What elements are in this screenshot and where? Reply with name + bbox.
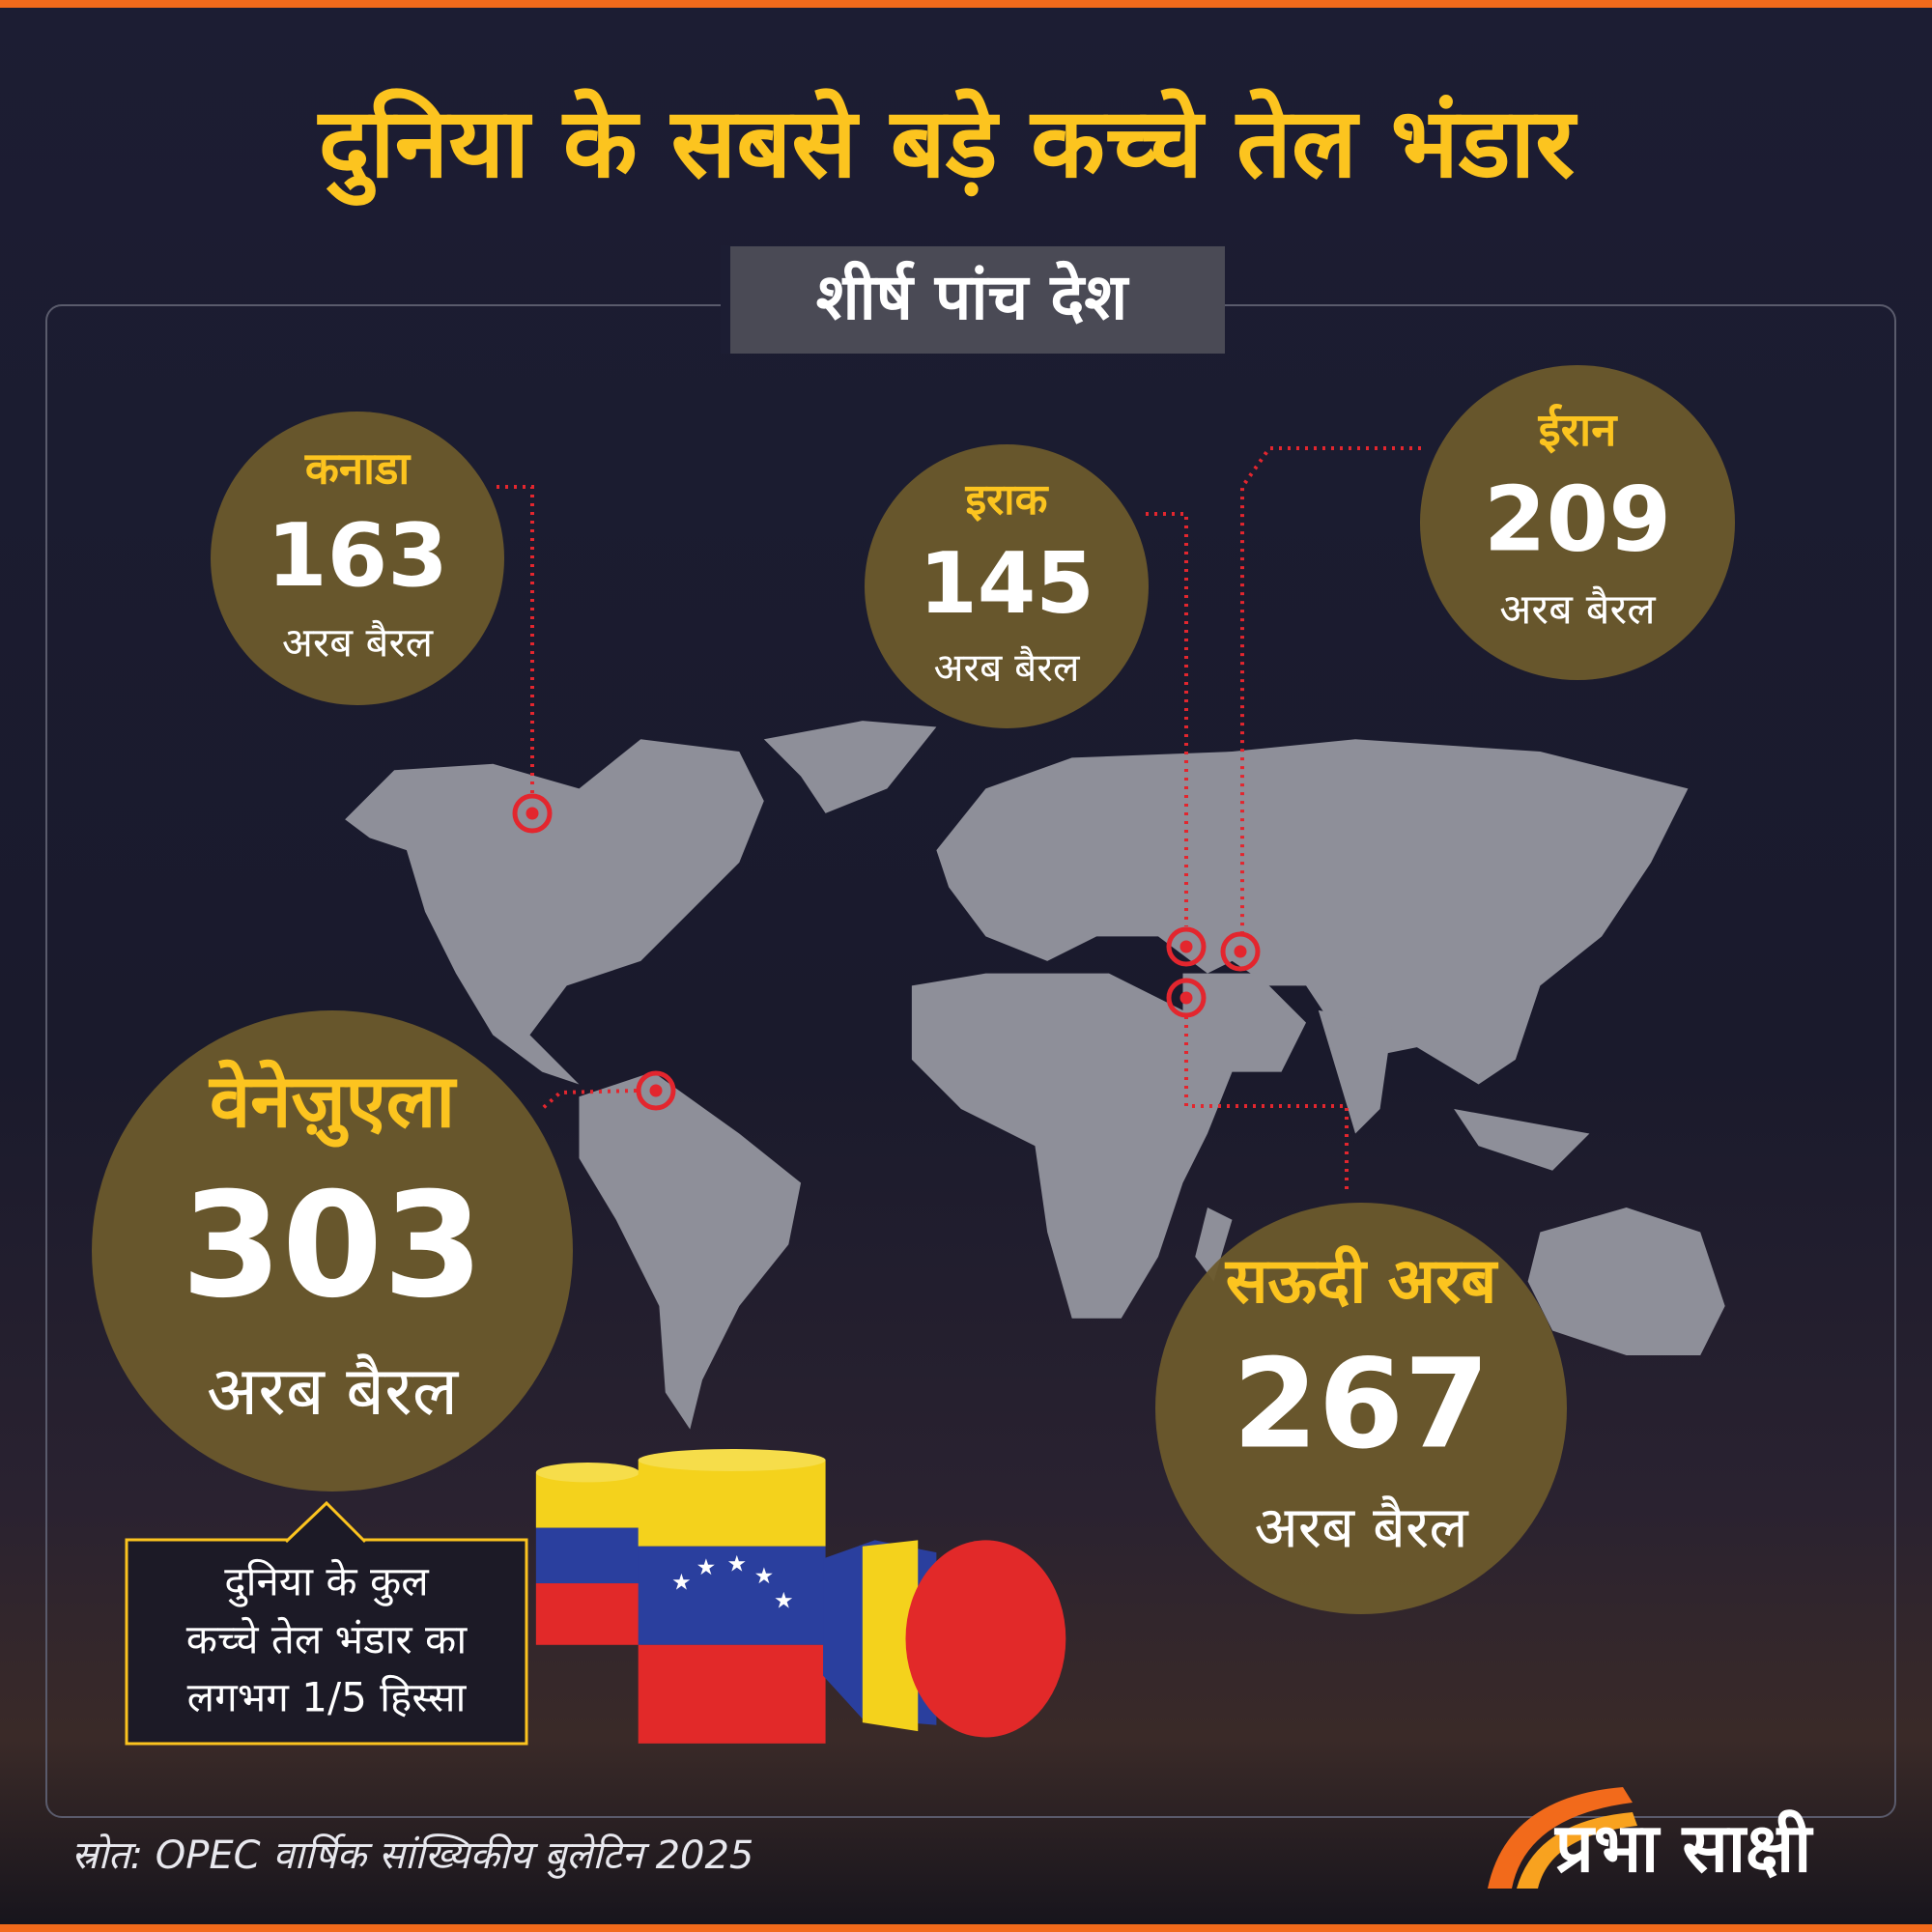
svg-text:★: ★: [727, 1551, 748, 1577]
madagascar: [1195, 1207, 1233, 1282]
note-callout: दुनिया के कुल कच्चे तेल भंडार का लगभग 1/…: [125, 1500, 528, 1746]
marker: [512, 793, 553, 834]
india: [1318, 1009, 1393, 1134]
svg-text:★: ★: [774, 1589, 794, 1614]
note-line: कच्चे तेल भंडार का: [186, 1616, 469, 1663]
marker: [1220, 931, 1261, 972]
note-line: दुनिया के कुल: [224, 1558, 430, 1608]
bubble: [211, 412, 504, 705]
bubble: [1420, 365, 1735, 680]
svg-text:★: ★: [754, 1564, 775, 1589]
title: दुनिया के सबसे बड़े कच्चे तेल भंडार: [317, 86, 1577, 206]
south-america: [579, 1071, 802, 1430]
country-name: वेनेज़ुएला: [208, 1058, 457, 1148]
leader-line: [1240, 446, 1421, 933]
svg-text:★: ★: [696, 1555, 717, 1580]
logo: प्रभा साक्षी: [1488, 1787, 1814, 1889]
reserve-value: 267: [1233, 1333, 1490, 1476]
country-name: इराक: [965, 475, 1050, 525]
country-bubble: कनाडा 163 अरब बैरल: [211, 412, 504, 705]
bubble: [865, 444, 1149, 728]
top-bar: [0, 0, 1932, 8]
marker: [636, 1070, 676, 1111]
leader-lines: [497, 446, 1421, 1193]
oil-barrels: ★★ ★ ★★: [535, 1448, 1066, 1744]
reserve-unit: अरब बैरल: [207, 1351, 460, 1431]
reserve-value: 209: [1484, 467, 1671, 571]
reserve-value: 145: [919, 534, 1094, 633]
country-name: ईरान: [1538, 404, 1619, 457]
leader-line: [497, 485, 534, 795]
reserve-value: 163: [267, 505, 448, 607]
bubble: [1155, 1203, 1567, 1614]
leader-line: [1184, 1016, 1349, 1193]
arabia: [1182, 973, 1307, 1072]
reserve-unit: अरब बैरल: [1499, 586, 1657, 635]
greenland: [763, 721, 937, 813]
note-line: लगभग 1/5 हिस्सा: [187, 1674, 468, 1721]
marker: [1166, 926, 1207, 967]
country-bubble: ईरान 209 अरब बैरल: [1420, 365, 1735, 680]
country-bubbles: कनाडा 163 अरब बैरल इराक 145 अरब बैरल ईरान 209 अर…: [92, 365, 1735, 1614]
world-map: [345, 721, 1725, 1430]
bubble: [92, 1010, 573, 1492]
country-bubble: इराक 145 अरब बैरल: [865, 444, 1149, 728]
reserve-unit: अरब बैरल: [1254, 1495, 1469, 1562]
source: स्रोत: OPEC वार्षिक सांख्यिकीय बुलेटिन 2…: [71, 1833, 753, 1879]
country-name: कनाडा: [304, 443, 412, 495]
reserve-unit: अरब बैरल: [282, 619, 435, 667]
country-bubble: वेनेज़ुएला 303 अरब बैरल: [92, 1010, 573, 1492]
north-america: [345, 739, 764, 1085]
indonesia: [1454, 1108, 1590, 1171]
subtitle: शीर्ष पांच देश: [816, 260, 1130, 334]
leader-line: [1146, 512, 1188, 926]
subtitle-box: [730, 246, 1225, 354]
reserve-unit: अरब बैरल: [934, 644, 1081, 691]
africa: [911, 973, 1233, 1319]
logo-text: प्रभा साक्षी: [1553, 1808, 1814, 1888]
marker: [1166, 978, 1207, 1018]
bottom-bar: [0, 1924, 1932, 1932]
country-name: सऊदी अरब: [1224, 1245, 1499, 1318]
eurasia: [936, 739, 1689, 1085]
reserve-value: 303: [181, 1162, 483, 1330]
country-bubble: सऊदी अरब 267 अरब बैरल: [1155, 1203, 1567, 1614]
svg-text:★: ★: [671, 1570, 692, 1595]
markers: [512, 793, 1261, 1111]
australia: [1527, 1207, 1725, 1356]
